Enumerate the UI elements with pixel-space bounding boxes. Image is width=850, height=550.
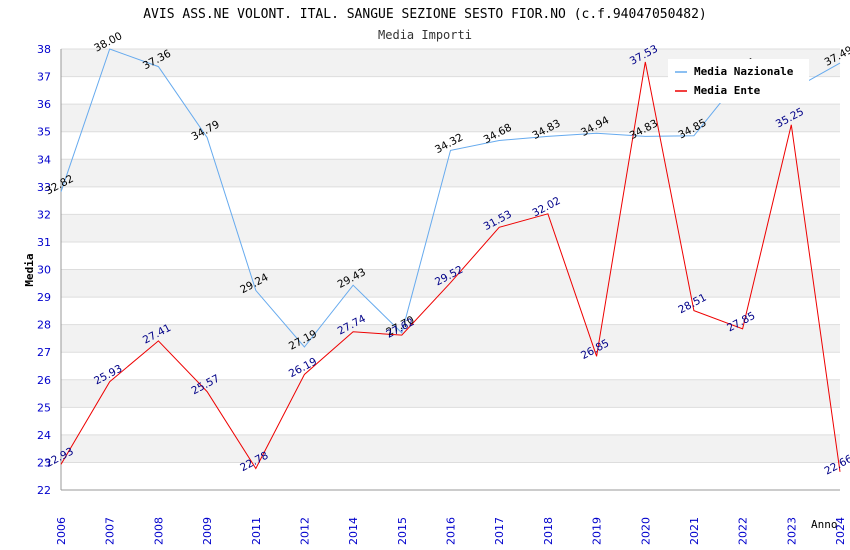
y-tick-label: 30 xyxy=(37,264,51,277)
x-tick-label: 2012 xyxy=(298,517,311,545)
y-tick-label: 24 xyxy=(37,429,51,442)
x-tick-label: 2014 xyxy=(347,517,360,545)
x-tick-label: 2015 xyxy=(396,517,409,545)
y-tick-label: 27 xyxy=(37,346,51,359)
x-tick-label: 2020 xyxy=(639,517,652,545)
grid-band xyxy=(61,214,840,242)
legend-label-media-nazionale: Media Nazionale xyxy=(694,65,794,78)
y-tick-labels: 22 23 24 25 26 27 28 29 30 31 32 33 34 35 36 37 38 xyxy=(37,43,51,497)
legend-label-media-ente: Media Ente xyxy=(694,84,761,97)
y-tick-label: 29 xyxy=(37,291,51,304)
y-tick-label: 38 xyxy=(37,43,51,56)
x-tick-label: 2021 xyxy=(688,517,701,545)
x-tick-label: 2007 xyxy=(104,517,117,545)
x-tick-label: 2018 xyxy=(542,517,555,545)
series-lines xyxy=(60,48,841,472)
y-tick-label: 28 xyxy=(37,319,51,332)
chart-title: AVIS ASS.NE VOLONT. ITAL. SANGUE SEZIONE… xyxy=(143,7,707,22)
data-label: 32.82 xyxy=(44,173,76,198)
y-tick-label: 25 xyxy=(37,401,51,414)
x-tick-label: 2017 xyxy=(493,517,506,545)
y-tick-label: 34 xyxy=(37,153,51,166)
grid-band xyxy=(61,159,840,187)
x-tick-label: 2019 xyxy=(591,517,604,545)
x-tick-labels: 2006 2007 2008 2009 2011 2012 2014 2015 2016 2017… xyxy=(55,517,847,545)
y-tick-label: 22 xyxy=(37,484,51,497)
x-tick-label: 2006 xyxy=(55,517,68,545)
x-tick-label: 2022 xyxy=(737,517,750,545)
data-label: 22.93 xyxy=(44,445,76,470)
x-tick-label: 2024 xyxy=(834,517,847,545)
grid-bands xyxy=(61,49,840,463)
y-tick-label: 36 xyxy=(37,98,51,111)
y-tick-label: 23 xyxy=(37,456,51,469)
y-tick-label: 31 xyxy=(37,236,51,249)
grid-band xyxy=(61,104,840,132)
legend-box xyxy=(668,59,809,103)
y-tick-label: 26 xyxy=(37,374,51,387)
grid-band xyxy=(61,379,840,408)
legend: Media Nazionale Media Ente xyxy=(668,59,809,103)
x-tick-label: 2016 xyxy=(445,517,458,545)
y-tick-label: 32 xyxy=(37,208,51,221)
x-axis-label: Anno xyxy=(811,518,838,531)
x-tick-label: 2009 xyxy=(201,517,214,545)
x-tick-label: 2008 xyxy=(152,517,165,545)
chart-subtitle: Media Importi xyxy=(378,28,472,42)
series-line-1 xyxy=(60,61,841,472)
series-line-0 xyxy=(60,48,841,348)
y-tick-label: 33 xyxy=(37,181,51,194)
x-tick-label: 2011 xyxy=(250,517,263,545)
y-tick-label: 35 xyxy=(37,126,51,139)
y-tick-label: 37 xyxy=(37,71,51,84)
x-tick-label: 2023 xyxy=(785,517,798,545)
y-axis-label: Media xyxy=(23,253,36,286)
grid-band xyxy=(61,434,840,463)
data-label: 34.32 xyxy=(433,131,465,156)
grid-band xyxy=(61,324,840,353)
